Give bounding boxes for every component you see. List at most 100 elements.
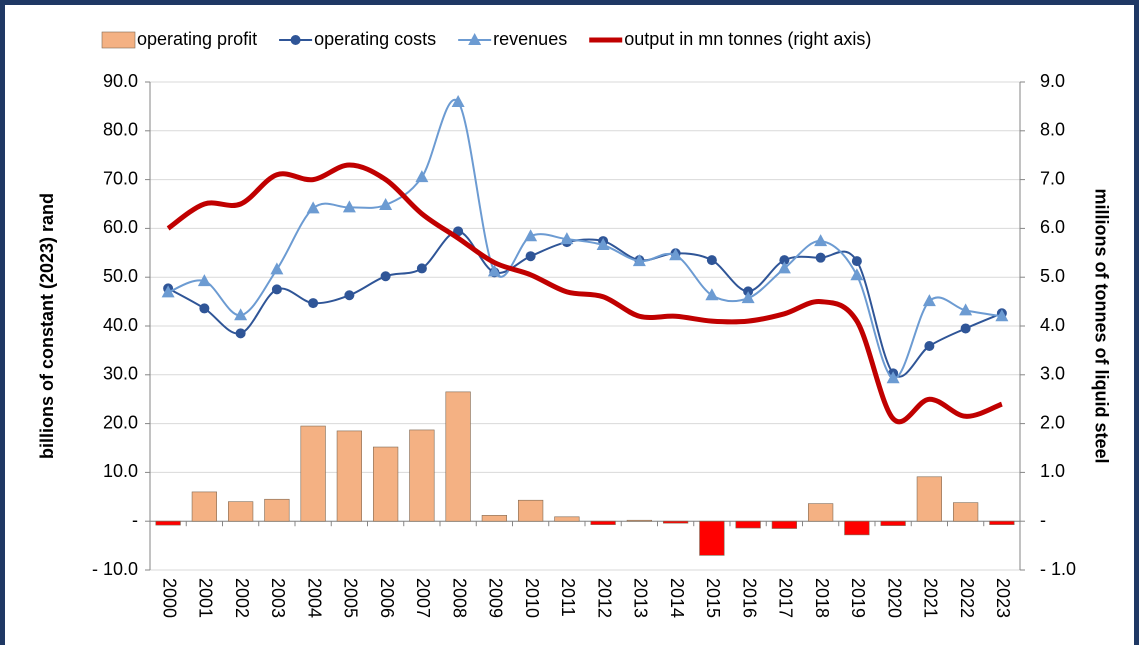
x-tick-label: 2000 xyxy=(159,578,179,618)
legend-item: operating profit xyxy=(101,29,257,49)
x-tick-label: 2008 xyxy=(449,578,469,618)
bar xyxy=(264,498,290,522)
marker xyxy=(415,170,429,183)
marker xyxy=(705,288,719,301)
bar xyxy=(481,515,507,522)
x-tick-label: 2022 xyxy=(957,578,977,618)
marker xyxy=(271,284,282,295)
bar xyxy=(952,502,979,522)
marker xyxy=(706,255,717,266)
marker xyxy=(451,95,465,108)
bar xyxy=(409,429,435,522)
y2-tick-label: - 1.0 xyxy=(1040,559,1076,579)
marker xyxy=(924,341,935,352)
y2-axis-title: millions of tonnes of liquid steel xyxy=(1091,188,1111,463)
y-tick-label: 80.0 xyxy=(103,120,138,140)
y-tick-label: - 10.0 xyxy=(92,559,138,579)
marker xyxy=(596,237,610,250)
bar xyxy=(155,520,181,526)
marker xyxy=(960,323,971,334)
y2-tick-label: 8.0 xyxy=(1040,120,1065,140)
x-tick-label: 2015 xyxy=(703,578,723,618)
y-tick-label: - xyxy=(132,510,138,530)
x-tick-label: 2010 xyxy=(522,578,542,618)
y2-tick-label: 3.0 xyxy=(1040,364,1065,384)
y-tick-label: 30.0 xyxy=(103,364,138,384)
bar xyxy=(771,520,797,529)
legend-label: output in mn tonnes (right axis) xyxy=(624,29,871,49)
marker xyxy=(669,248,683,261)
x-tick-label: 2013 xyxy=(631,578,651,618)
marker xyxy=(922,294,936,307)
bar xyxy=(626,519,652,522)
marker xyxy=(234,308,248,321)
bar xyxy=(989,520,1015,525)
bar xyxy=(699,520,725,556)
marker xyxy=(851,256,862,267)
x-tick-label: 2020 xyxy=(884,578,904,618)
bar xyxy=(445,391,471,522)
x-tick-label: 2021 xyxy=(921,578,941,618)
y2-tick-label: 7.0 xyxy=(1040,168,1065,188)
marker xyxy=(379,197,393,210)
marker xyxy=(886,371,900,384)
x-tick-label: 2001 xyxy=(196,578,216,618)
marker xyxy=(525,251,536,262)
marker xyxy=(199,303,210,314)
bar xyxy=(916,476,942,522)
series-line xyxy=(166,162,1003,425)
x-tick-label: 2012 xyxy=(594,578,614,618)
legend-item: operating costs xyxy=(279,29,436,49)
y-tick-label: 50.0 xyxy=(103,266,138,286)
x-tick-label: 2002 xyxy=(232,578,252,618)
y-tick-label: 10.0 xyxy=(103,461,138,481)
y2-tick-label: 5.0 xyxy=(1040,266,1065,286)
legend-item: revenues xyxy=(458,29,567,49)
x-tick-label: 2007 xyxy=(413,578,433,618)
y2-tick-label: 4.0 xyxy=(1040,315,1065,335)
marker xyxy=(306,201,320,214)
bar xyxy=(191,491,218,522)
y2-tick-label: 9.0 xyxy=(1040,71,1065,91)
bar xyxy=(554,516,580,522)
y-axis-title: billions of constant (2023) rand xyxy=(37,193,57,459)
legend-label: revenues xyxy=(493,29,567,49)
bar xyxy=(844,520,870,536)
x-tick-label: 2003 xyxy=(268,578,288,618)
bar xyxy=(807,503,834,522)
y-tick-label: 60.0 xyxy=(103,217,138,237)
bar xyxy=(336,430,362,522)
marker xyxy=(308,298,319,309)
marker xyxy=(344,290,355,301)
bar xyxy=(372,446,399,522)
x-tick-label: 2019 xyxy=(848,578,868,618)
marker xyxy=(779,255,790,266)
x-tick-label: 2023 xyxy=(993,578,1013,618)
bar xyxy=(517,499,544,522)
marker xyxy=(342,200,356,213)
x-tick-label: 2017 xyxy=(776,578,796,618)
bar xyxy=(880,520,906,526)
x-tick-label: 2014 xyxy=(667,578,687,618)
marker xyxy=(777,261,791,274)
marker xyxy=(560,232,574,245)
y2-tick-label: 2.0 xyxy=(1040,412,1065,432)
marker xyxy=(815,252,826,263)
legend-item: output in mn tonnes (right axis) xyxy=(589,29,871,49)
marker xyxy=(197,274,211,287)
y-tick-label: 40.0 xyxy=(103,315,138,335)
legend-marker xyxy=(468,33,482,45)
bar xyxy=(662,520,689,524)
marker xyxy=(270,262,284,275)
marker xyxy=(995,309,1009,322)
marker xyxy=(235,328,246,339)
marker xyxy=(632,254,646,267)
marker xyxy=(814,234,828,247)
y-tick-label: 70.0 xyxy=(103,168,138,188)
legend-swatch xyxy=(101,31,136,49)
x-tick-label: 2005 xyxy=(341,578,361,618)
marker xyxy=(959,303,973,316)
x-tick-label: 2004 xyxy=(304,578,324,618)
